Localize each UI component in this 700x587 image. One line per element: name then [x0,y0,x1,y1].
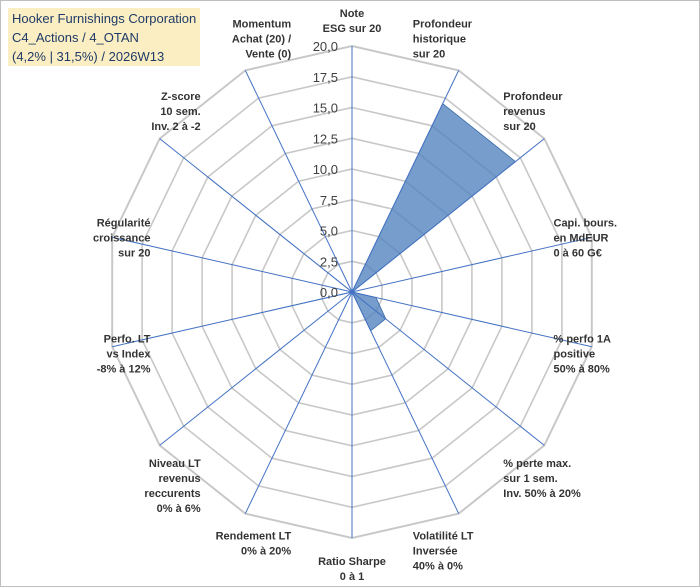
tick-label: 10,0 [313,162,338,177]
chart-title-stats: (4,2% | 31,5%) / 2026W13 [12,49,165,64]
axis-label: Z-score 10 sem. Inv. 2 à -2 [151,91,200,133]
axis-label-line: historique [413,34,466,46]
axis-label-line: Profondeur [503,91,563,103]
axis-label: Perfo. LT vs Index -8% à 12% [97,333,152,375]
axis-spoke [244,70,353,293]
axis-label-line: Achat (20) / [232,34,291,46]
axis-label: Volatilité LT Inversée 40% à 0% [413,530,474,572]
axis-spoke [112,291,353,348]
tick-label: 17,5 [313,70,338,85]
axis-label-line: 0 à 60 G€ [554,248,602,260]
axis-label-line: reccurents [144,488,200,500]
axis-label-line: 0 à 1 [340,571,364,583]
radar-spokes [112,46,592,538]
chart-title-category: C4_Actions / 4_OTAN [12,30,139,45]
axis-label-line: croissance [93,233,150,245]
axis-label: Rendement LT 0% à 20% [216,530,292,557]
tick-label: 12,5 [313,131,338,146]
tick-label: 15,0 [313,101,338,116]
axis-label: % perfo 1A positive 50% à 80% [554,333,612,375]
tick-label: 5,0 [320,224,338,239]
axis-label-line: en MdEUR [554,233,609,245]
radar-axis-labels: Note ESG sur 20 Profondeur historique sur 20… [93,8,617,583]
axis-label-line: Rendement LT [216,530,292,542]
chart-title-company: Hooker Furnishings Corporation [12,11,197,26]
tick-label: 2,5 [320,254,338,269]
axis-label: Momentum Achat (20) / Vente (0) [232,19,292,61]
axis-label-line: sur 20 [413,49,445,61]
axis-spoke [159,138,353,293]
axis-spoke [351,236,592,293]
axis-label-line: Profondeur [413,19,473,31]
axis-spoke [351,138,545,293]
tick-label: 0,0 [320,285,338,300]
axis-label-line: Note [340,8,364,20]
axis-label: Capi. bours. en MdEUR 0 à 60 G€ [554,218,618,260]
axis-label-line: % perte max. [503,458,571,470]
axis-label: Profondeur historique sur 20 [413,19,473,61]
axis-label-line: % perfo 1A [554,333,612,345]
axis-label-line: Perfo. LT [104,333,151,345]
chart-title-box: Hooker Furnishings Corporation C4_Action… [8,8,200,66]
axis-label-line: Régularité [97,218,151,230]
axis-label-line: Vente (0) [245,49,291,61]
axis-label-line: sur 20 [118,248,150,260]
radar-series [207,102,517,332]
axis-label-line: Capi. bours. [554,218,618,230]
axis-label-line: sur 20 [503,121,535,133]
tick-label: 7,5 [320,193,338,208]
axis-spoke [351,291,545,446]
axis-label: Note ESG sur 20 [323,8,382,35]
axis-label-line: Volatilité LT [413,530,474,542]
radar-tick-labels: 0,0 2,5 5,0 7,5 10,0 12,5 15,0 17,5 20,0 [313,39,338,300]
axis-spoke [244,291,353,514]
axis-spoke [351,70,460,293]
axis-label-line: sur 1 sem. [503,473,557,485]
tick-label: 20,0 [313,39,338,54]
axis-spoke [112,236,353,293]
series-area [207,102,517,332]
axis-label-line: positive [554,348,596,360]
axis-label-line: Ratio Sharpe [318,556,386,568]
axis-label-line: Z-score [161,91,201,103]
axis-label-line: Inv. 2 à -2 [151,121,200,133]
axis-label-line: 0% à 20% [241,545,291,557]
axis-label-line: revenus [503,106,545,118]
axis-label-line: ESG sur 20 [323,23,382,35]
axis-label-line: 50% à 80% [554,363,610,375]
axis-label-line: Inversée [413,545,458,557]
axis-label-line: 0% à 6% [157,503,201,515]
axis-label-line: 10 sem. [160,106,200,118]
axis-label: Ratio Sharpe 0 à 1 [318,556,386,583]
axis-spoke [159,291,353,446]
axis-label: % perte max. sur 1 sem. Inv. 50% à 20% [503,458,581,500]
axis-label-line: revenus [158,473,200,485]
axis-label-line: 40% à 0% [413,560,463,572]
axis-label-line: Inv. 50% à 20% [503,488,581,500]
axis-label-line: -8% à 12% [97,363,151,375]
axis-label: Régularité croissance sur 20 [93,218,150,260]
axis-spoke [351,291,592,348]
axis-label: Profondeur revenus sur 20 [503,91,563,133]
axis-label: Niveau LT revenus reccurents 0% à 6% [144,458,201,515]
axis-label-line: Niveau LT [149,458,201,470]
axis-label-line: vs Index [106,348,151,360]
axis-label-line: Momentum [233,19,292,31]
axis-spoke [351,291,460,514]
